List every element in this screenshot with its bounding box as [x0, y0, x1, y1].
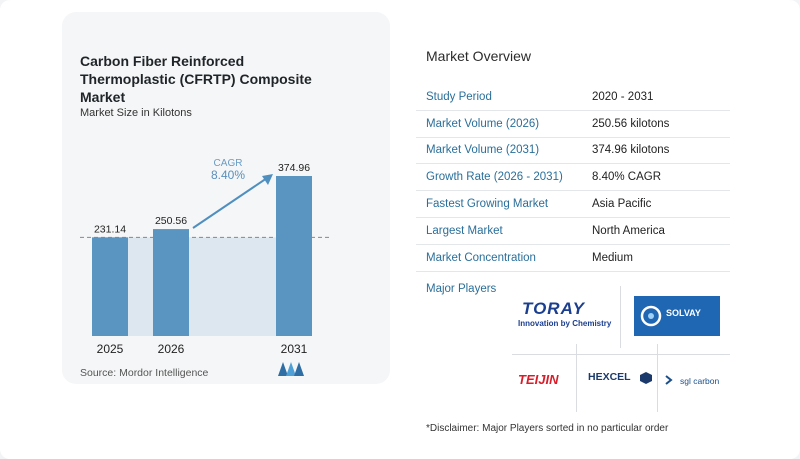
overview-value: 250.56 kilotons — [592, 117, 670, 130]
overview-title: Market Overview — [426, 48, 532, 64]
overview-row: Largest Market North America — [416, 218, 730, 245]
toray-tagline: Innovation by Chemistry — [518, 319, 612, 328]
players-divider — [620, 286, 621, 348]
mordor-logo-icon — [278, 362, 304, 376]
overview-value: North America — [592, 224, 665, 237]
cagr-arrowhead — [262, 174, 273, 185]
baseline-band — [92, 237, 312, 336]
cagr-arrow — [192, 175, 271, 229]
bar — [153, 229, 189, 336]
cagr-value: 8.40% — [211, 168, 245, 182]
toray-logo: TORAY — [522, 299, 585, 318]
overview-row: Market Volume (2031) 374.96 kilotons — [416, 138, 730, 165]
overview-row: Market Concentration Medium — [416, 245, 730, 272]
overview-value: 374.96 kilotons — [592, 144, 670, 157]
overview-label: Market Volume (2026) — [426, 117, 540, 130]
overview-value: Asia Pacific — [592, 198, 652, 211]
overview-value: Medium — [592, 251, 633, 264]
source-note: Source: Mordor Intelligence — [80, 367, 209, 379]
overview-row: Fastest Growing Market Asia Pacific — [416, 191, 730, 218]
solvay-name: SOLVAY — [666, 308, 701, 318]
overview-label: Largest Market — [426, 224, 503, 237]
overview-row: Market Volume (2026) 250.56 kilotons — [416, 111, 730, 138]
sgl-mark-icon — [665, 375, 673, 385]
bar-value-label: 374.96 — [278, 162, 310, 174]
overview-label: Market Volume (2031) — [426, 144, 540, 157]
overview-label: Growth Rate (2026 - 2031) — [426, 171, 563, 184]
overview-row: Study Period 2020 - 2031 — [416, 84, 730, 111]
teijin-logo: TEIJIN — [518, 372, 559, 387]
overview-row: Growth Rate (2026 - 2031) 8.40% CAGR — [416, 164, 730, 192]
hexcel-logo: HEXCEL — [588, 371, 631, 383]
bar — [92, 237, 128, 336]
overview-label: Fastest Growing Market — [426, 198, 549, 211]
players-divider — [657, 344, 658, 412]
bar-value-label: 250.56 — [155, 215, 187, 227]
overview-label: Study Period — [426, 90, 492, 103]
overview-value: 2020 - 2031 — [592, 90, 654, 103]
players-divider — [512, 354, 730, 355]
x-tick-label: 2026 — [158, 342, 185, 356]
chart-title: Carbon Fiber Reinforced Thermoplastic (C… — [80, 53, 312, 105]
bar-value-label: 231.14 — [94, 223, 126, 235]
hexagon-icon — [640, 372, 652, 384]
x-tick-label: 2025 — [97, 342, 124, 356]
bar — [276, 176, 312, 336]
overview-value: 8.40% CAGR — [592, 171, 662, 184]
overview-table: Study Period 2020 - 2031 Market Volume (… — [416, 84, 730, 272]
cagr-label: CAGR — [214, 158, 243, 169]
players-divider — [576, 344, 577, 412]
overview-label: Market Concentration — [426, 251, 536, 264]
solvay-mark-icon — [640, 305, 662, 327]
chart-subtitle: Market Size in Kilotons — [80, 107, 192, 119]
sgl-carbon-logo: sgl carbon — [680, 376, 720, 386]
x-tick-label: 2031 — [281, 342, 308, 356]
major-players-title: Major Players — [426, 283, 497, 295]
disclaimer: *Disclaimer: Major Players sorted in no … — [426, 423, 669, 434]
